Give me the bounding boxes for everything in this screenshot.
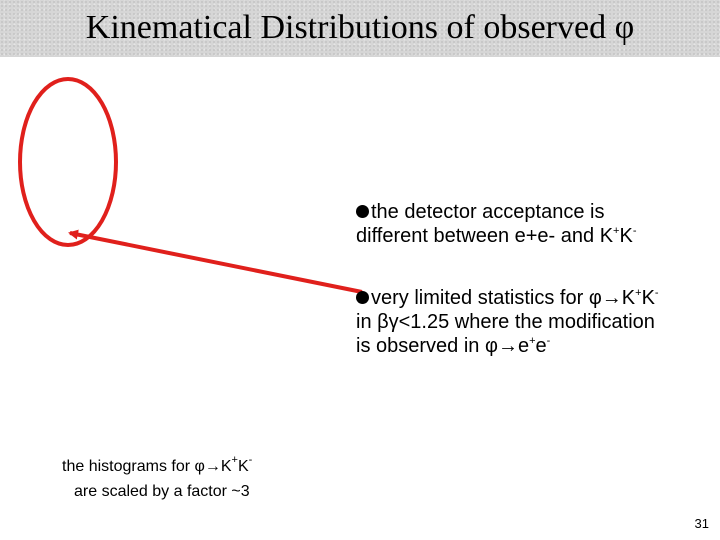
- bullet-2-line-1: very limited statistics for φ→K+K-: [356, 286, 716, 310]
- red-ellipse: [18, 77, 118, 247]
- bullet-2-line-3: is observed in φ→e+e-: [356, 335, 551, 357]
- bullet-1-line-1: the detector acceptance is: [356, 200, 716, 224]
- title-band: [0, 0, 720, 57]
- bullet-2-line-2: in βγ<1.25 where the modification: [356, 311, 655, 333]
- title-phi-symbol: φ: [614, 9, 635, 46]
- bullet-1-line-2: different between e+e- and K+K-: [356, 225, 637, 247]
- right-arrow-icon: →: [497, 335, 518, 357]
- footnote-line-1: the histograms for φ→K+K-: [62, 454, 253, 476]
- right-arrow-icon: →: [601, 287, 622, 309]
- page-number: 31: [694, 516, 709, 531]
- red-arrow: [68, 229, 363, 294]
- bullet-1: the detector acceptance is different bet…: [356, 200, 716, 248]
- footnote-line-2: are scaled by a factor ~3: [74, 483, 250, 500]
- right-arrow-icon: →: [204, 458, 221, 475]
- bullet-dot-icon: [356, 291, 369, 304]
- title-text: Kinematical Distributions of observed: [85, 9, 607, 46]
- footnote: the histograms for φ→K+K- are scaled by …: [62, 454, 322, 504]
- bullet-2: very limited statistics for φ→K+K- in βγ…: [356, 286, 716, 358]
- slide-title: Kinematical Distributions of observed φ: [0, 8, 720, 48]
- bullet-dot-icon: [356, 205, 369, 218]
